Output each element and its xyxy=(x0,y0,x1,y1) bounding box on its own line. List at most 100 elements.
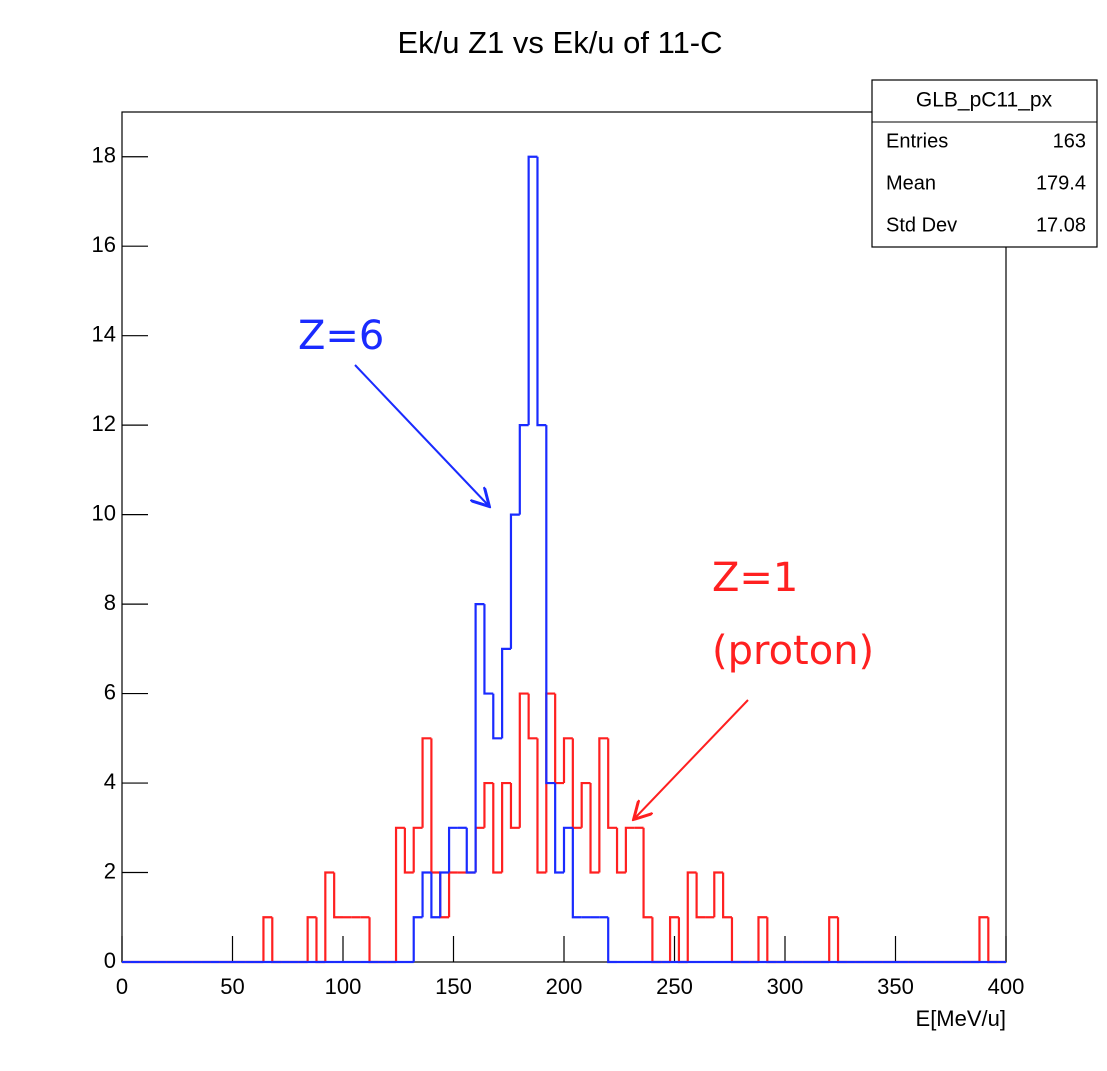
histogram-bin xyxy=(518,424,529,515)
histogram-bin xyxy=(262,916,273,962)
histogram-bin xyxy=(509,513,520,649)
stats-box: GLB_pC11_px Entries 163 Mean 179.4 Std Dev 17… xyxy=(871,79,1098,248)
y-tick-label: 10 xyxy=(92,500,116,525)
histogram-bin xyxy=(536,156,547,427)
histogram-bin xyxy=(509,783,520,829)
y-tick-label: 14 xyxy=(92,321,116,346)
stats-label: Mean xyxy=(886,172,936,194)
x-tick-label: 400 xyxy=(988,974,1025,999)
y-tick-label: 18 xyxy=(92,143,116,168)
histogram-bin xyxy=(421,871,432,918)
histogram-bin xyxy=(836,917,847,964)
x-tick-label: 300 xyxy=(767,974,804,999)
histogram-bin xyxy=(668,916,679,962)
histogram-bin xyxy=(545,425,556,785)
x-tick-label: 350 xyxy=(877,974,914,999)
histogram-bin xyxy=(766,917,777,964)
histogram-bin xyxy=(580,781,591,828)
histogram-bin xyxy=(677,917,688,964)
y-tick-label: 0 xyxy=(104,948,116,973)
histogram-bin xyxy=(615,827,626,874)
histogram-bin xyxy=(412,916,423,962)
histogram-bin xyxy=(492,783,503,874)
y-tick-label: 12 xyxy=(92,411,116,436)
histogram-bin xyxy=(394,826,405,962)
y-tick-label: 2 xyxy=(104,858,116,883)
histogram-bin xyxy=(571,827,582,919)
x-tick-label: 150 xyxy=(435,974,472,999)
chart-title: Ek/u Z1 vs Ek/u of 11-C xyxy=(397,25,722,60)
histogram-bin xyxy=(465,827,476,874)
histogram-bin xyxy=(686,871,697,962)
y-tick-label: 16 xyxy=(92,232,116,257)
histogram-bin xyxy=(439,872,450,919)
histogram-bin xyxy=(412,826,423,873)
stats-frame xyxy=(871,79,1098,248)
histogram-bin xyxy=(598,737,609,873)
histogram-bin xyxy=(403,827,414,874)
histogram-bin xyxy=(987,917,998,964)
histogram-bin xyxy=(713,871,724,918)
histogram-bin xyxy=(562,826,573,873)
histogram-bin xyxy=(501,781,511,873)
y-tick-label: 6 xyxy=(104,679,116,704)
y-tick-label: 4 xyxy=(104,769,116,794)
histogram-bin xyxy=(828,916,839,962)
histogram-bin xyxy=(757,916,768,962)
stats-value: 163 xyxy=(1053,130,1086,152)
stats-title: GLB_pC11_px xyxy=(916,89,1053,112)
histogram-bin xyxy=(315,917,326,964)
histogram-bin xyxy=(554,783,564,874)
y-tick-label: 8 xyxy=(104,590,116,615)
stats-label: Std Dev xyxy=(886,214,957,236)
histogram-bin xyxy=(607,917,618,964)
histogram-bin xyxy=(306,916,317,962)
histogram-bin xyxy=(439,871,450,918)
histogram-bin xyxy=(651,917,662,964)
arrow xyxy=(354,364,488,505)
histogram-bin xyxy=(589,783,600,874)
histogram-bin xyxy=(483,604,494,695)
histogram-bin xyxy=(271,917,282,964)
histogram-bin xyxy=(501,647,511,739)
histogram-bin xyxy=(430,872,441,919)
histogram-bin xyxy=(368,917,379,964)
histogram-bin xyxy=(695,872,706,919)
histogram-bin xyxy=(447,826,458,873)
x-tick-label: 100 xyxy=(325,974,362,999)
x-tick-label: 50 xyxy=(220,974,244,999)
annotation: (proton) xyxy=(712,628,874,674)
histogram-bin xyxy=(562,737,573,784)
histogram-bin xyxy=(447,871,458,918)
histogram-bin xyxy=(642,827,653,919)
histogram-bin xyxy=(536,738,547,874)
stats-label: Entries xyxy=(886,130,948,152)
x-axis-label: E[MeV/u] xyxy=(916,1006,1006,1031)
histogram-bin xyxy=(571,738,582,829)
histogram-bin xyxy=(730,917,741,964)
histogram-bin xyxy=(527,693,538,740)
stats-value: 17.08 xyxy=(1036,214,1086,236)
histogram-bin xyxy=(474,826,485,873)
histogram-bin xyxy=(333,872,343,919)
x-tick-label: 250 xyxy=(656,974,693,999)
histogram-bin xyxy=(430,738,441,874)
histogram-bin xyxy=(527,155,538,426)
histogram-bin xyxy=(421,737,432,828)
histogram-bin xyxy=(722,872,732,919)
annotation: Z=6 xyxy=(298,313,384,359)
histogram-bin xyxy=(483,781,494,828)
stats-value: 179.4 xyxy=(1036,172,1086,194)
histogram-bin xyxy=(978,916,989,962)
histogram-bin xyxy=(492,693,503,740)
histogram-bin xyxy=(518,692,529,828)
histogram-bin xyxy=(324,871,335,962)
x-tick-label: 0 xyxy=(116,974,128,999)
histogram-bin xyxy=(624,826,635,873)
annotation: Z=1 xyxy=(712,555,798,601)
x-tick-label: 200 xyxy=(546,974,583,999)
histogram-bin xyxy=(607,738,618,829)
histogram-bin xyxy=(474,603,485,873)
histogram-bin xyxy=(554,693,564,785)
